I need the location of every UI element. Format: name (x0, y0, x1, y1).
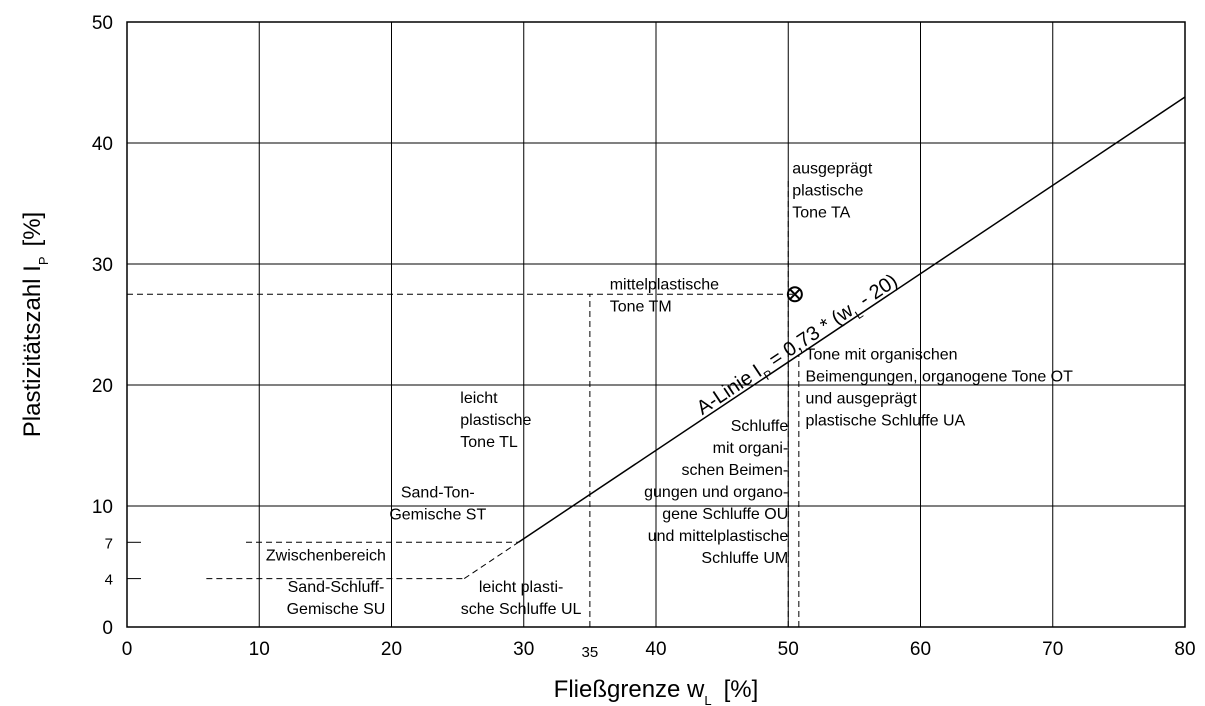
region-boundaries (127, 179, 800, 627)
y-tick-label: 10 (92, 497, 113, 518)
y-tick-label: 4 (105, 572, 113, 589)
x-tick-label: 50 (778, 639, 799, 660)
y-tick-label: 30 (92, 255, 113, 276)
x-tick-label: 35 (582, 644, 599, 661)
x-tick-label: 20 (381, 639, 402, 660)
marker-circle (786, 286, 803, 303)
x-tick-labels: 0 10 20 30 40 50 60 70 80 35 (122, 639, 1196, 661)
y-tick-label: 7 (105, 535, 113, 552)
region-label: leicht plasti-sche Schluffe UL (461, 579, 582, 618)
plot-frame (126, 21, 1186, 628)
marked-point (786, 286, 803, 303)
region-labels: ausgeprägt plastische Tone TA mittelplastis… (266, 160, 1073, 618)
region-label: ausgeprägt plastische Tone TA (792, 160, 873, 221)
y-tick-label: 20 (92, 376, 113, 397)
x-tick-label: 30 (513, 639, 534, 660)
a-line (518, 96, 1186, 543)
y-tick-labels: 0 10 20 30 40 50 4 7 (92, 13, 113, 639)
boundary-line (463, 541, 519, 580)
x-axis-title: Fließgrenze wL [%] (554, 676, 759, 706)
region-label: Sand-Schluff-Gemische SU (287, 579, 386, 618)
x-tick-label: 40 (645, 639, 666, 660)
y-axis-title: Plastizitätszahl IP[%] (19, 212, 51, 437)
x-tick-label: 80 (1174, 639, 1195, 660)
y-tick-label: 40 (92, 134, 113, 155)
region-label: Zwischenbereich (266, 547, 386, 564)
x-tick-label: 60 (910, 639, 931, 660)
y-tick-label: 50 (92, 13, 113, 34)
region-label: Schluffe mit organi-schen Beimen-gungen u… (644, 418, 788, 567)
marker-cross (789, 288, 801, 300)
x-tick-label: 70 (1042, 639, 1063, 660)
region-label: Sand-Ton-Gemische ST (389, 485, 486, 524)
region-label: mittelplastische Tone TM (610, 276, 719, 315)
region-label: leicht plastische Tone TL (460, 390, 531, 451)
x-tick-label: 0 (122, 639, 133, 660)
region-label: Tone mit organischen Beimengungen, organo… (805, 347, 1073, 430)
y-tick-label: 0 (102, 618, 113, 639)
x-tick-label: 10 (249, 639, 270, 660)
